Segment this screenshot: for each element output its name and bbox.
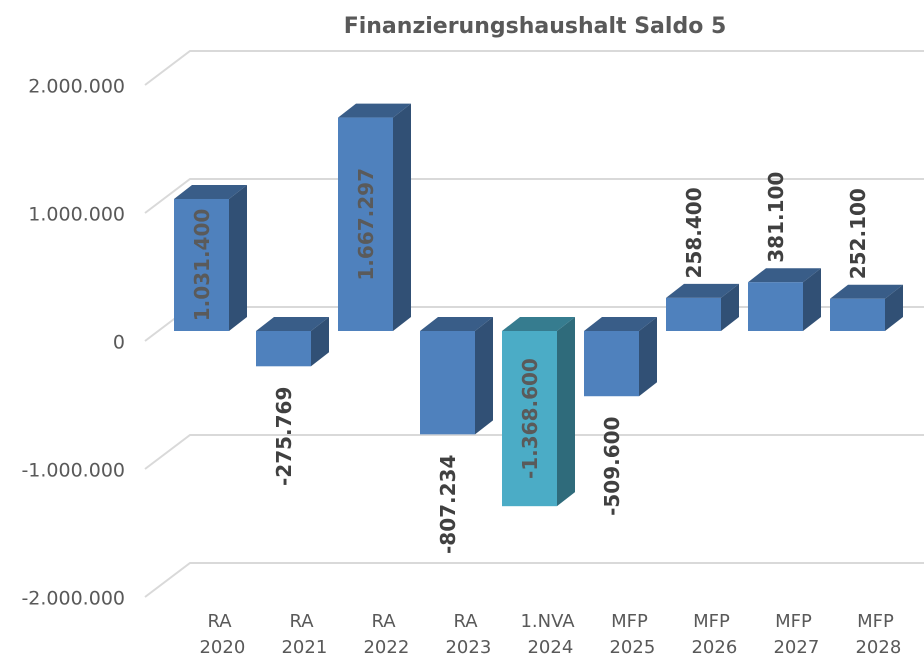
bar-side [885, 284, 903, 331]
data-label: 381.100 [764, 172, 788, 263]
bar-front [174, 198, 229, 331]
bar-side [557, 317, 575, 507]
bar [666, 283, 739, 331]
x-tick-label: MFP 2027 [768, 611, 820, 658]
bar-top [420, 317, 493, 331]
y-tick-label: 2.000.000 [28, 76, 125, 98]
bar [174, 184, 247, 331]
bar-side [229, 184, 247, 331]
x-tick-label: RA 2021 [276, 611, 328, 658]
grid-line [144, 178, 924, 214]
bar [256, 317, 329, 367]
grid-line [144, 50, 924, 86]
bar-front [502, 331, 557, 507]
bar-top [256, 317, 329, 331]
y-tick-label: 1.000.000 [28, 204, 125, 226]
data-label: -509.600 [600, 417, 624, 516]
x-tick-label: RA 2022 [358, 611, 410, 658]
bar [502, 317, 575, 507]
x-tick-label: RA 2020 [194, 611, 246, 658]
x-tick-label: 1.NVA 2024 [520, 611, 575, 658]
bar-top [338, 103, 411, 118]
x-tick-label: MFP 2026 [686, 611, 738, 658]
bar-side [311, 317, 329, 367]
y-tick-label: -1.000.000 [21, 460, 125, 482]
bar-front [420, 331, 475, 435]
bar [420, 317, 493, 435]
x-tick-label: MFP 2028 [850, 611, 902, 658]
bar-front [338, 117, 393, 331]
y-tick-label: -2.000.000 [21, 588, 125, 610]
bar-front [666, 297, 721, 331]
bar-front [256, 331, 311, 367]
data-label: 252.100 [846, 188, 870, 279]
data-label: -807.234 [436, 455, 460, 554]
data-label: -1.368.600 [518, 358, 542, 479]
x-tick-label: MFP 2025 [604, 611, 656, 658]
bar [338, 103, 411, 331]
bar [830, 284, 903, 331]
bar-side [639, 317, 657, 397]
bar-side [721, 283, 739, 331]
bar-side [475, 317, 493, 435]
data-label: -275.769 [272, 387, 296, 486]
data-label: 1.031.400 [190, 209, 214, 322]
bar-front [830, 298, 885, 331]
bar-side [803, 268, 821, 331]
bar-top [748, 268, 821, 283]
bar-front [748, 282, 803, 331]
bar-top [584, 317, 657, 331]
grid-line [144, 434, 924, 470]
bar [584, 317, 657, 397]
bar-top [666, 283, 739, 298]
data-label: 1.667.297 [354, 168, 378, 281]
bar-side [393, 103, 411, 331]
bar-top [502, 317, 575, 331]
bar-top [174, 184, 247, 199]
bar-top [830, 284, 903, 299]
chart-title: Finanzierungshaushalt Saldo 5 [344, 14, 727, 39]
x-tick-label: RA 2023 [440, 611, 492, 658]
data-label: 258.400 [682, 187, 706, 278]
y-tick-label: 0 [113, 332, 125, 354]
grid-line [144, 562, 924, 598]
bar [748, 268, 821, 331]
bar-front [584, 331, 639, 397]
